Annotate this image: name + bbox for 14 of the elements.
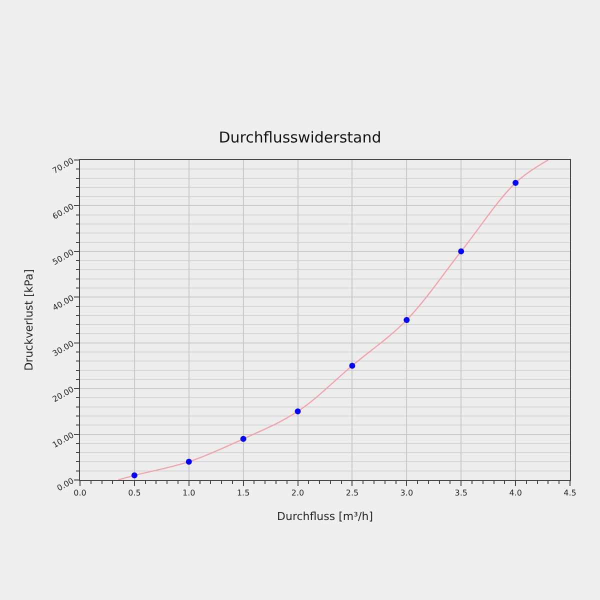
x-tick-label: 3.0 — [400, 488, 414, 498]
x-tick-label: 0.5 — [128, 488, 141, 498]
x-tick-label: 4.5 — [564, 488, 576, 498]
x-tick-label: 1.0 — [182, 488, 196, 498]
x-tick-label: 2.0 — [291, 488, 304, 498]
x-tick-label: 1.5 — [236, 488, 250, 498]
x-tick-label: 4.0 — [509, 488, 522, 498]
x-axis-title: Durchfluss [m³/h] — [277, 510, 373, 523]
y-axis-title: Druckverlust [kPa] — [22, 269, 36, 371]
y-tick-label: 0.00 — [55, 476, 76, 493]
chart-title: Durchflusswiderstand — [218, 128, 382, 146]
x-tick-label: 3.5 — [454, 488, 468, 498]
x-tick-label: 0.0 — [74, 488, 86, 498]
x-tick-label: 2.5 — [346, 488, 359, 498]
